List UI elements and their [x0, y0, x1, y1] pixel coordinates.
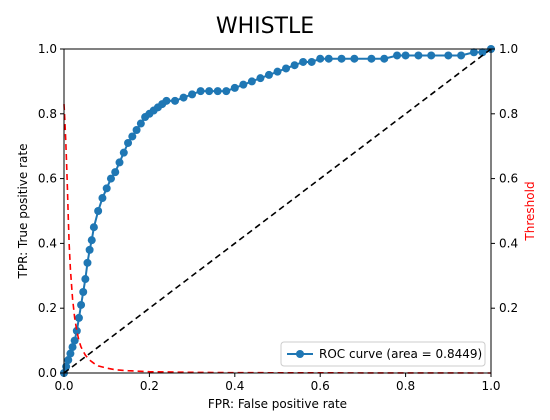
roc-point: [427, 51, 436, 60]
plot-content: [60, 45, 495, 377]
y-tick-label: 0.8: [38, 107, 57, 121]
y2-axis-ticks: 0.2 0.4 0.6 0.8 1.0: [491, 42, 518, 315]
roc-point: [290, 61, 299, 70]
roc-point: [324, 54, 333, 63]
roc-point: [307, 57, 316, 66]
y2-tick-label: 0.4: [499, 236, 518, 250]
roc-point: [414, 51, 423, 60]
roc-point: [102, 184, 111, 193]
y2-axis-label: Threshold: [523, 181, 537, 241]
roc-point: [115, 158, 124, 167]
x-tick-label: 0.4: [225, 379, 244, 393]
roc-point: [247, 77, 256, 86]
x-tick-label: 0.8: [396, 379, 415, 393]
roc-point: [111, 168, 120, 177]
roc-point: [83, 258, 92, 267]
y2-tick-label: 0.6: [499, 172, 518, 186]
roc-point: [72, 326, 81, 335]
y2-tick-label: 0.8: [499, 107, 518, 121]
roc-point: [239, 80, 248, 89]
x-axis-label: FPR: False positive rate: [208, 397, 347, 411]
roc-point: [188, 90, 197, 99]
roc-point: [316, 54, 325, 63]
legend-box: [280, 341, 486, 367]
roc-point: [393, 51, 402, 60]
roc-point: [162, 96, 171, 105]
roc-point: [89, 223, 98, 232]
legend: ROC curve (area = 0.8449): [280, 341, 486, 367]
y-tick-label: 0.4: [38, 236, 57, 250]
roc-point: [94, 207, 103, 215]
legend-label: ROC curve (area = 0.8449): [319, 347, 482, 361]
roc-point: [380, 54, 389, 63]
y2-tick-label: 0.2: [499, 301, 518, 315]
roc-point: [171, 96, 180, 105]
x-tick-label: 0.2: [140, 379, 159, 393]
roc-point: [282, 64, 291, 73]
roc-point: [444, 51, 453, 60]
series-line-0: [63, 48, 492, 374]
roc-point: [213, 87, 222, 96]
y-tick-label: 0.2: [38, 301, 57, 315]
roc-point: [98, 194, 107, 203]
roc-point: [81, 275, 90, 284]
y-tick-label: 1.0: [38, 42, 57, 56]
roc-point: [478, 48, 487, 57]
y-tick-label: 0.0: [38, 366, 57, 380]
y-axis-ticks: 0.0 0.2 0.4 0.6 0.8 1.0: [38, 42, 64, 380]
x-axis-ticks: 0.0 0.2 0.4 0.6 0.8 1.0: [54, 373, 501, 393]
roc-point: [230, 83, 239, 92]
roc-point: [256, 74, 265, 83]
y-axis-label: TPR: True positive rate: [16, 144, 30, 280]
y-tick-label: 0.6: [38, 172, 57, 186]
roc-point: [119, 148, 128, 157]
roc-point: [469, 48, 478, 57]
roc-point: [124, 138, 133, 147]
roc-point: [79, 288, 88, 296]
roc-point: [136, 119, 145, 128]
y2-tick-label: 1.0: [499, 42, 518, 56]
series-line-1: [63, 48, 492, 374]
roc-point: [401, 51, 410, 60]
roc-point: [264, 70, 273, 79]
roc-point: [85, 245, 94, 254]
roc-point: [337, 54, 346, 63]
x-tick-label: 0.6: [311, 379, 330, 393]
roc-point: [106, 174, 115, 183]
legend-marker: [296, 350, 304, 358]
roc-point: [367, 54, 376, 63]
roc-point: [87, 236, 96, 245]
roc-point: [179, 93, 188, 102]
roc-point: [66, 349, 75, 358]
roc-point: [196, 87, 205, 96]
roc-point: [222, 87, 231, 96]
roc-point: [205, 87, 214, 96]
roc-point: [273, 67, 282, 76]
roc-point: [68, 343, 77, 352]
roc-point: [70, 336, 79, 345]
roc-point: [128, 132, 137, 141]
roc-point: [74, 313, 83, 322]
roc-point: [77, 300, 86, 309]
roc-point: [350, 54, 359, 63]
roc-point: [64, 356, 73, 365]
roc-point: [299, 57, 308, 66]
roc-point: [457, 51, 466, 60]
x-tick-label: 1.0: [481, 379, 500, 393]
plot-frame: [63, 48, 492, 374]
roc-point: [132, 126, 141, 134]
chart-title: WHISTLE: [216, 14, 314, 39]
x-tick-label: 0.0: [54, 379, 73, 393]
